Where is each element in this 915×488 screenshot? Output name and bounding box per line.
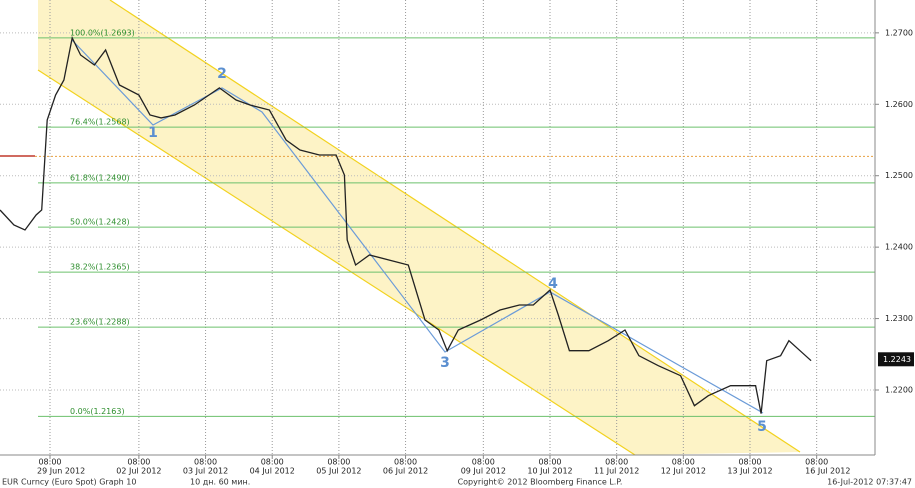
last-price-box — [878, 352, 914, 367]
x-tick-label: 08:00 — [127, 458, 150, 467]
wave-label: 4 — [548, 276, 558, 292]
x-tick-label: 08:00 — [672, 458, 695, 467]
channel-upper — [109, 0, 801, 453]
wave-label: 3 — [440, 355, 450, 371]
wave-label: 1 — [148, 125, 158, 141]
y-tick-label: 1.2500 — [885, 171, 913, 180]
x-tick-label: 08:00 — [327, 458, 350, 467]
fib-label: 38.2%(1.2365) — [70, 263, 130, 272]
wave-label: 5 — [757, 419, 767, 435]
y-tick-label: 1.2600 — [885, 100, 913, 109]
date-label: 06 Jul 2012 — [383, 467, 428, 476]
wave-label: 2 — [217, 66, 227, 82]
footer-copyright: Copyright© 2012 Bloomberg Finance L.P. — [458, 478, 623, 487]
price-line — [0, 35, 812, 414]
fib-label: 23.6%(1.2288) — [70, 318, 130, 327]
last-price-label: 1.2243 — [883, 355, 911, 364]
date-label: 04 Jul 2012 — [250, 467, 295, 476]
channel-lower — [37, 69, 636, 456]
footer-security: EUR Curncy (Euro Spot) Graph 10 — [2, 478, 136, 487]
x-tick-label: 08:00 — [38, 458, 61, 467]
y-tick-label: 1.2400 — [885, 243, 913, 252]
fib-label: 50.0%(1.2428) — [70, 218, 130, 227]
x-tick-label: 08:00 — [261, 458, 284, 467]
x-tick-label: 08:00 — [605, 458, 628, 467]
date-label: 12 Jul 2012 — [661, 467, 706, 476]
x-tick-label: 08:00 — [194, 458, 217, 467]
date-label: 29 Jun 2012 — [37, 467, 85, 476]
fib-label: 61.8%(1.2490) — [70, 173, 130, 182]
fib-label: 76.4%(1.2568) — [70, 118, 130, 127]
date-label: 16 Jul 2012 — [805, 467, 850, 476]
date-label: 09 Jul 2012 — [461, 467, 506, 476]
x-tick-label: 08:00 — [538, 458, 561, 467]
date-label: 13 Jul 2012 — [727, 467, 772, 476]
date-label: 02 Jul 2012 — [116, 467, 161, 476]
date-label: 11 Jul 2012 — [594, 467, 639, 476]
x-tick-label: 08:00 — [394, 458, 417, 467]
y-tick-label: 1.2700 — [885, 28, 913, 37]
x-tick-label: 08:00 — [738, 458, 761, 467]
date-label: 03 Jul 2012 — [183, 467, 228, 476]
y-tick-label: 1.2200 — [885, 386, 913, 395]
date-label: 10 Jul 2012 — [527, 467, 572, 476]
fib-label: 100.0%(1.2693) — [70, 28, 135, 37]
x-tick-label: 08:00 — [805, 458, 828, 467]
x-tick-label: 08:00 — [472, 458, 495, 467]
footer-timestamp: 16-Jul-2012 07:37:47 — [827, 478, 912, 487]
footer-period: 10 дн. 60 мин. — [190, 478, 250, 487]
y-tick-label: 1.2300 — [885, 314, 913, 323]
date-label: 05 Jul 2012 — [316, 467, 361, 476]
fib-label: 0.0%(1.2163) — [70, 407, 125, 416]
